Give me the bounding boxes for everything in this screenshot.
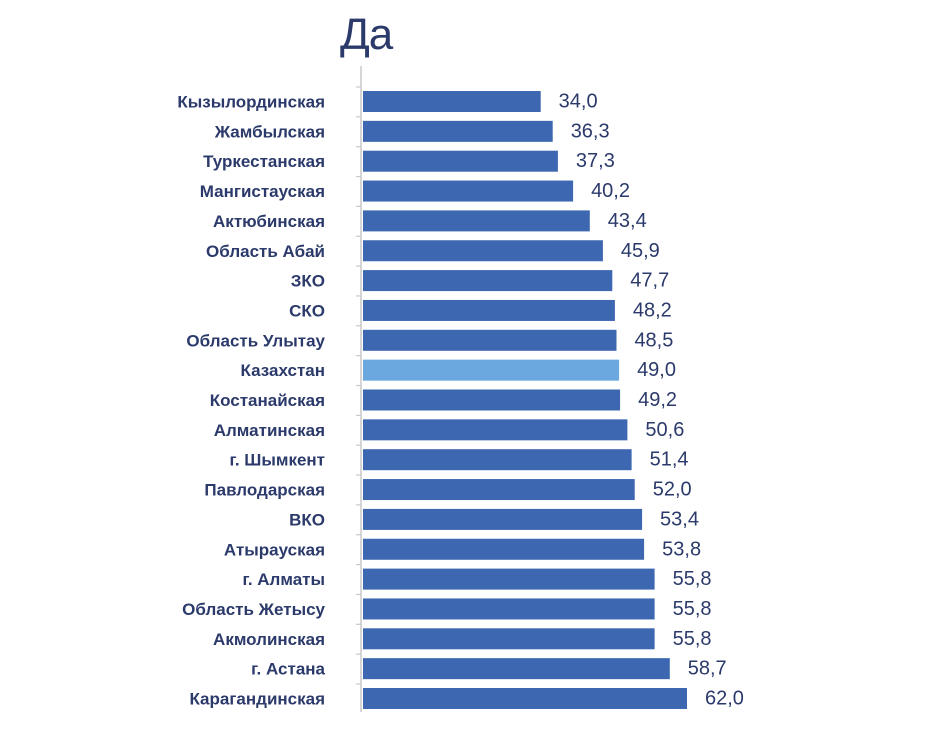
bar — [363, 628, 655, 650]
category-label: Алматинская — [214, 421, 325, 440]
bar — [363, 120, 553, 142]
value-label: 34,0 — [559, 91, 598, 113]
value-label: 53,4 — [660, 508, 699, 530]
category-label: СКО — [289, 301, 325, 320]
bar — [363, 270, 613, 292]
bar — [363, 389, 621, 411]
value-label: 37,3 — [576, 150, 615, 172]
category-label: Атырауская — [224, 540, 325, 559]
bar — [363, 449, 632, 471]
value-label: 47,7 — [630, 270, 669, 292]
category-label: Павлодарская — [204, 481, 325, 500]
value-label: 62,0 — [705, 688, 744, 710]
category-label: Туркестанская — [203, 152, 325, 171]
chart-title: Да — [340, 10, 393, 59]
category-label: Кызылординская — [177, 93, 325, 112]
bar — [363, 538, 645, 560]
category-label: Мангистауская — [200, 182, 325, 201]
value-label: 49,0 — [637, 359, 676, 381]
value-label: 55,8 — [673, 628, 712, 650]
category-label: Акмолинская — [213, 630, 325, 649]
bar — [363, 180, 574, 202]
category-label: Жамбылская — [214, 122, 325, 141]
bar — [363, 568, 655, 590]
category-label: ЗКО — [291, 272, 325, 291]
bar — [363, 658, 670, 680]
category-label: Костанайская — [210, 391, 325, 410]
value-label: 49,2 — [638, 389, 677, 411]
category-label: Область Абай — [206, 242, 325, 261]
category-label: г. Алматы — [242, 570, 325, 589]
bar — [363, 329, 617, 351]
value-label: 55,8 — [673, 568, 712, 590]
category-label: Область Улытау — [186, 331, 325, 350]
value-label: 36,3 — [571, 120, 610, 142]
value-label: 52,0 — [653, 479, 692, 501]
value-label: 58,7 — [688, 658, 727, 680]
value-label: 43,4 — [608, 210, 647, 232]
bar — [363, 210, 590, 232]
bar — [363, 299, 615, 321]
category-label: Казахстан — [241, 361, 325, 380]
bar — [363, 419, 628, 441]
bar — [363, 150, 558, 172]
category-label: Область Жетысу — [182, 600, 325, 619]
value-label: 55,8 — [673, 598, 712, 620]
category-label: ВКО — [289, 510, 325, 529]
value-label: 51,4 — [650, 449, 689, 471]
value-label: 45,9 — [621, 240, 660, 262]
bar — [363, 598, 655, 620]
category-label: Актюбинская — [213, 212, 325, 231]
value-label: 53,8 — [662, 538, 701, 560]
category-label: г. Астана — [251, 660, 325, 679]
value-label: 40,2 — [591, 180, 630, 202]
bar — [363, 688, 687, 709]
bar — [363, 240, 603, 262]
value-label: 48,5 — [634, 329, 673, 351]
category-label: Карагандинская — [189, 690, 325, 709]
value-label: 50,6 — [645, 419, 684, 441]
bar — [363, 91, 541, 112]
value-label: 48,2 — [633, 299, 672, 321]
bar — [363, 479, 635, 501]
category-label: г. Шымкент — [229, 451, 325, 470]
bar-highlight — [363, 359, 620, 381]
bar — [363, 508, 643, 530]
